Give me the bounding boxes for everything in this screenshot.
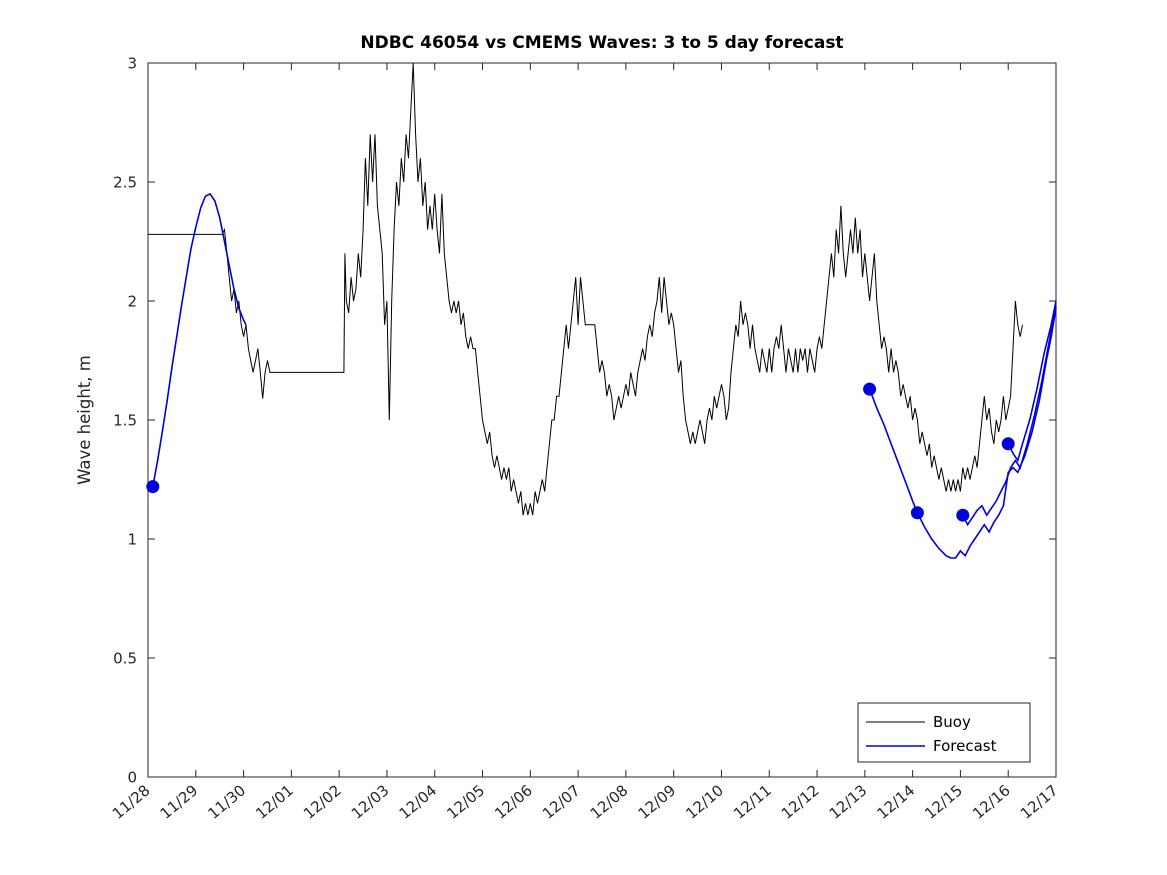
y-tick-label: 0.5: [113, 650, 137, 668]
legend-forecast-label: Forecast: [933, 737, 997, 755]
chart-title: NDBC 46054 vs CMEMS Waves: 3 to 5 day fo…: [360, 33, 843, 53]
x-tick-label: 12/05: [443, 781, 488, 823]
y-tick-label: 2: [127, 293, 137, 311]
forecast-line: [1007, 300, 1057, 463]
y-axis-label: Wave height, m: [75, 355, 94, 485]
x-tick-label: 12/15: [921, 781, 966, 823]
x-tick-label: 12/09: [635, 781, 680, 823]
forecast-line: [962, 305, 1057, 527]
forecast-start-marker: [146, 480, 160, 494]
x-tick-label: 12/02: [300, 781, 345, 823]
y-tick-label: 1.5: [113, 412, 137, 430]
y-tick-label: 1: [127, 531, 137, 549]
x-tick-label: 12/06: [491, 781, 536, 823]
forecast-start-marker: [910, 506, 924, 520]
y-tick-label: 2.5: [113, 174, 137, 192]
legend: Buoy Forecast: [857, 702, 1031, 763]
buoy-line: [148, 62, 1023, 516]
axes-frame: [147, 62, 1057, 778]
forecast-start-marker: [863, 382, 877, 396]
legend-buoy-label: Buoy: [933, 713, 971, 731]
forecast-start-marker: [956, 508, 970, 522]
x-tick-label: 12/12: [778, 781, 823, 823]
y-tick-label: 3: [127, 55, 137, 73]
forecast-start-marker: [1001, 437, 1015, 451]
x-tick-label: 11/30: [204, 781, 249, 823]
x-tick-label: 11/28: [109, 781, 154, 823]
x-tick-label: 12/17: [1017, 781, 1062, 823]
x-tick-label: 12/04: [396, 781, 441, 823]
x-tick-label: 12/08: [587, 781, 632, 823]
x-tick-label: 12/16: [969, 781, 1014, 823]
x-tick-label: 12/07: [539, 781, 584, 823]
x-tick-label: 12/01: [252, 781, 297, 823]
forecast-line: [152, 192, 247, 487]
x-tick-label: 12/10: [682, 781, 727, 823]
x-tick-label: 12/14: [874, 781, 919, 823]
x-tick-label: 11/29: [157, 781, 202, 823]
x-tick-label: 12/03: [348, 781, 393, 823]
y-tick-label: 0: [127, 769, 137, 787]
legend-box: [857, 702, 1031, 763]
x-tick-label: 12/11: [730, 781, 775, 823]
x-tick-label: 12/13: [826, 781, 871, 823]
